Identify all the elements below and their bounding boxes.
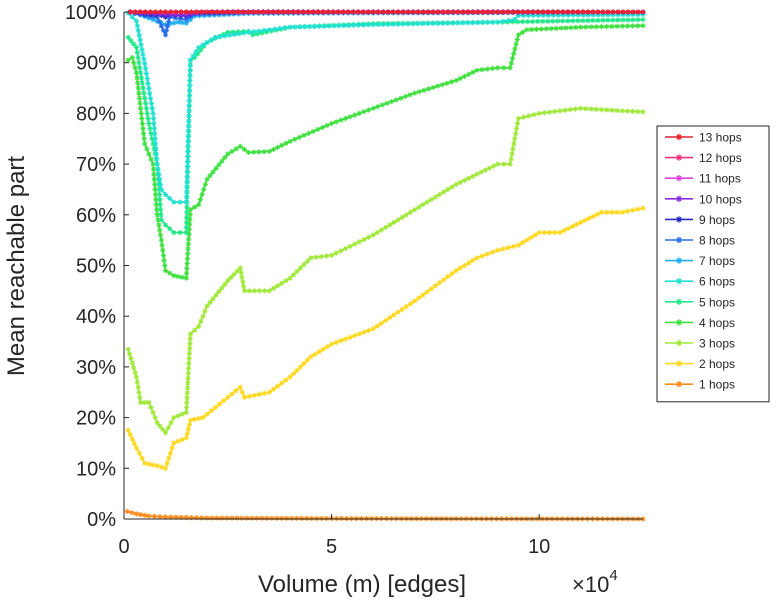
legend-swatch-marker [675, 257, 683, 264]
legend-swatch-marker [675, 216, 683, 223]
legend-label: 7 hops [699, 254, 735, 268]
legend-swatch-marker [675, 339, 683, 347]
legend-label: 1 hops [699, 378, 735, 392]
series-markers [125, 17, 646, 236]
y-tick-label: 10% [76, 458, 116, 480]
legend-label: 9 hops [699, 213, 735, 227]
series-1-hops [124, 508, 646, 522]
series-13-hops [127, 9, 646, 15]
legend-label: 4 hops [699, 316, 735, 330]
legend-entry: 13 hops [665, 131, 742, 145]
legend-label: 2 hops [699, 357, 735, 371]
legend-swatch-marker [675, 278, 683, 285]
x-tick-label: 10 [528, 536, 550, 558]
legend-entry: 9 hops [665, 213, 735, 227]
legend-label: 13 hops [699, 131, 742, 145]
legend: 13 hops 12 hops 11 hops 10 hops 9 hops 8 hops… [656, 125, 770, 403]
legend-swatch-marker [675, 154, 683, 161]
legend-entry: 6 hops [665, 275, 735, 289]
y-tick-label: 0% [87, 509, 116, 531]
series-6-hops [125, 10, 646, 205]
series-line [127, 18, 644, 234]
y-axis-title: Mean reachable part [3, 156, 30, 376]
legend-label: 8 hops [699, 234, 735, 248]
series-4-hops [125, 23, 646, 281]
y-tick-label: 60% [76, 205, 116, 227]
series-line [127, 207, 644, 470]
y-tick-label: 90% [76, 53, 116, 75]
y-axis-ticks: 0% 10% 20% 30% 40% 50% 60% 70% 80% 90% 100% [65, 2, 129, 531]
legend-entry: 4 hops [665, 316, 735, 330]
legend-entry: 12 hops [665, 151, 742, 165]
series-5-hops [125, 17, 646, 236]
legend-swatch-marker [675, 195, 683, 202]
y-tick-label: 50% [76, 256, 116, 278]
legend-label: 3 hops [699, 337, 735, 351]
plot-series [124, 9, 646, 522]
series-markers [127, 9, 646, 15]
series-3-hops [125, 105, 646, 436]
x-multiplier-base: ×10 [572, 572, 609, 597]
y-tick-label: 30% [76, 357, 116, 379]
legend-swatch-marker [675, 236, 683, 244]
x-tick-label: 0 [118, 536, 129, 558]
legend-entry: 8 hops [665, 234, 735, 248]
legend-entry: 5 hops [665, 295, 735, 309]
legend-entry: 3 hops [665, 337, 735, 351]
legend-label: 10 hops [699, 192, 742, 206]
legend-entry: 10 hops [665, 192, 742, 206]
legend-swatch-marker [675, 175, 683, 182]
series-markers [125, 23, 646, 281]
legend-label: 5 hops [699, 295, 735, 309]
x-axis-multiplier: ×104 [572, 567, 618, 597]
y-tick-label: 80% [76, 103, 116, 125]
series-markers [125, 105, 646, 436]
y-tick-label: 70% [76, 154, 116, 176]
series-markers [124, 508, 646, 522]
series-markers [125, 205, 646, 471]
legend-entry: 2 hops [665, 357, 735, 371]
legend-swatch-marker [675, 381, 683, 388]
legend-label: 12 hops [699, 151, 742, 165]
series-2-hops [125, 205, 646, 471]
y-tick-label: 20% [76, 408, 116, 430]
legend-entry: 11 hops [665, 172, 741, 186]
legend-box [656, 125, 770, 403]
legend-label: 11 hops [699, 172, 741, 186]
series-markers [125, 10, 646, 205]
x-axis-title: Volume (m) [edges] [258, 571, 466, 598]
legend-swatch-marker [675, 298, 683, 305]
legend-entry: 7 hops [665, 254, 735, 268]
x-tick-label: 5 [326, 536, 337, 558]
legend-swatch-marker [675, 133, 683, 141]
legend-swatch-marker [675, 319, 683, 326]
legend-entry: 1 hops [665, 378, 735, 392]
x-axis-ticks: 0 5 10 [118, 514, 550, 558]
legend-label: 6 hops [699, 275, 735, 289]
series-line [127, 107, 644, 435]
y-tick-label: 40% [76, 306, 116, 328]
x-multiplier-exponent: 4 [609, 567, 617, 584]
series-line [127, 24, 644, 280]
legend-swatch-marker [675, 360, 683, 367]
y-tick-label: 100% [65, 2, 116, 24]
